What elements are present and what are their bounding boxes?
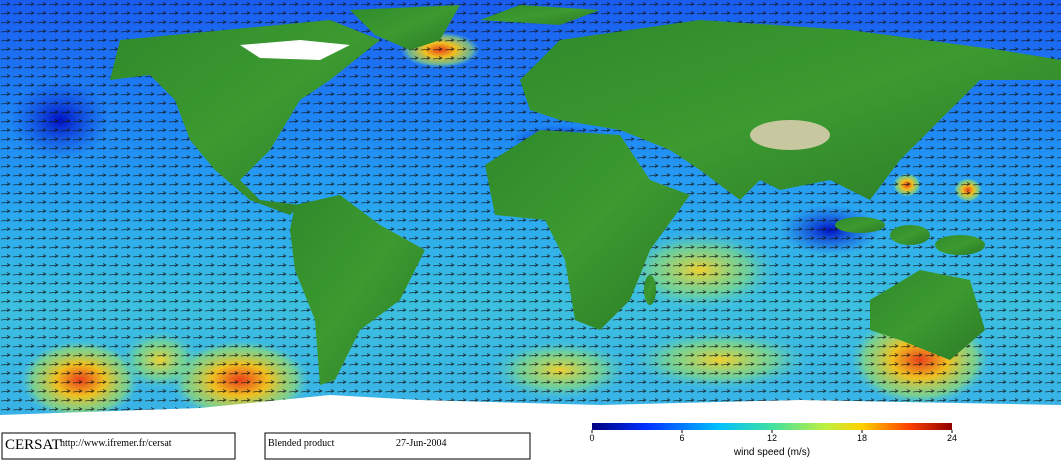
product: Blended product <box>268 438 335 449</box>
colorbar: wind speed (m/s) 0 6 12 18 24 <box>589 423 957 458</box>
colorbar-scale <box>592 423 952 430</box>
date: 27-Jun-2004 <box>396 438 447 449</box>
colorbar-tick-label: 0 <box>589 433 594 443</box>
logo: CERSAT <box>5 437 61 453</box>
colorbar-tick-label: 18 <box>857 433 867 443</box>
antarctica <box>0 395 1061 430</box>
colorbar-tick-label: 12 <box>767 433 777 443</box>
landmasses <box>110 5 1061 385</box>
colorbar-tick-label: 6 <box>679 433 684 443</box>
colorbar-tick-label: 24 <box>947 433 957 443</box>
url: http://www.ifremer.fr/cersat <box>60 438 172 449</box>
plateau <box>750 120 830 150</box>
arctic-ice <box>240 40 350 60</box>
colorbar-title: wind speed (m/s) <box>733 447 810 458</box>
footer: CERSAT http://www.ifremer.fr/cersat Blen… <box>0 430 1061 462</box>
